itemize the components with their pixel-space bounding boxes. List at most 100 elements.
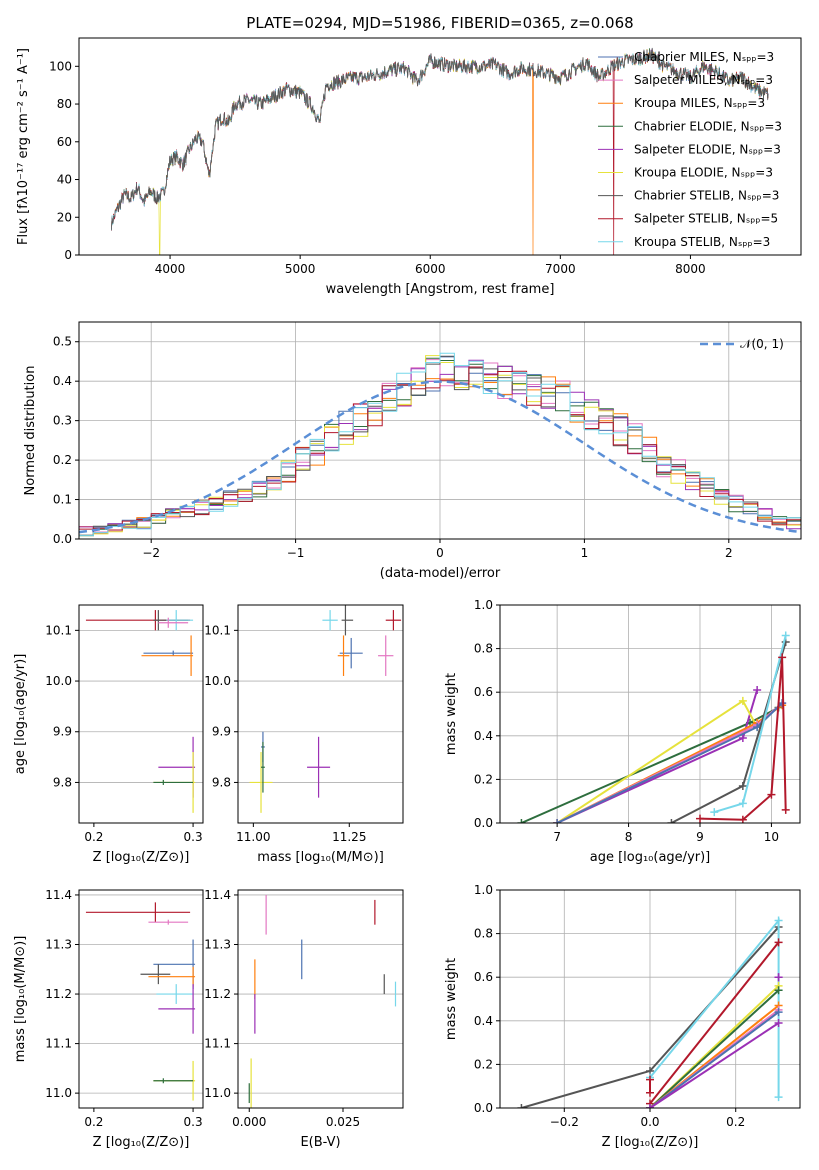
x-axis-label: mass [log₁₀(M/M⊙)]: [257, 850, 384, 865]
plus-marker: [646, 1088, 654, 1097]
panel-3: 0.2 0.3 9.8 9.9 10.0 10.1 Z [log₁₀(Z/Z⊙)] age […: [13, 604, 204, 865]
y-tick-label: 9.9: [212, 725, 231, 739]
x-axis-label: Z [log₁₀(Z/Z⊙)]: [602, 1135, 699, 1150]
y-tick-label: 80: [57, 97, 72, 111]
ticks: −0.2 0.0 0.2 0.0 0.2 0.4 0.6 0.8 1.0: [474, 883, 745, 1129]
y-tick-label: 11.2: [45, 987, 72, 1001]
plus-marker: [767, 790, 776, 799]
plus-marker: [738, 696, 747, 705]
y-tick-label: 0.8: [474, 642, 493, 656]
legend-entry: Chabrier ELODIE, Nₛₚₚ=3: [634, 119, 782, 133]
ticks: 0.2 0.3 9.8 9.9 10.0 10.1: [45, 623, 202, 844]
grid: [238, 894, 403, 1094]
y-tick-label: 10.1: [45, 623, 72, 637]
legend-entry: Salpeter MILES, Nₛₚₚ=3: [634, 73, 773, 87]
ticks: 11.00 11.25 9.8 9.9 10.0 10.1: [204, 623, 366, 844]
y-tick-label: 0.4: [53, 374, 72, 388]
gaussian-reference-curve: [79, 380, 801, 534]
y-tick-label: 60: [57, 135, 72, 149]
legend: Chabrier MILES, Nₛₚₚ=3 Salpeter MILES, Nₛ…: [598, 50, 782, 249]
x-axis-label: age [log₁₀(age/yr)]: [590, 850, 711, 865]
y-tick-label: 11.0: [45, 1086, 72, 1100]
x-axis-label: wavelength [Angstrom, rest frame]: [326, 282, 555, 297]
y-tick-label: 0.4: [474, 729, 493, 743]
ticks: 0.2 0.3 11.0 11.1 11.2 11.3 11.4: [45, 888, 202, 1129]
x-tick-label: 9: [696, 830, 704, 844]
y-tick-label: 0.0: [474, 816, 493, 830]
x-tick-label: −1: [287, 546, 305, 560]
legend-entry: Salpeter ELODIE, Nₛₚₚ=3: [634, 142, 781, 156]
y-tick-label: 0.0: [53, 532, 72, 546]
x-tick-label: 8000: [675, 262, 706, 276]
x-tick-label: 0: [436, 546, 444, 560]
x-tick-label: 0.025: [326, 1115, 360, 1129]
x-tick-label: 11.25: [332, 830, 366, 844]
ticks: −2 −1 0 1 2 0.0 0.1 0.2 0.3 0.4 0.5: [53, 335, 733, 560]
panel-5: 7 8 9 10 0.0 0.2 0.4 0.6 0.8 1.0 age [log₁₀(age/yr…: [444, 598, 801, 865]
y-tick-label: 0.2: [474, 1057, 493, 1071]
y-axis-label: mass [log₁₀(M/M⊙)]: [13, 936, 28, 1063]
panel-7: 0.000 0.025 11.0 11.1 11.2 11.3 11.4 E(B-V): [204, 888, 404, 1150]
plus-marker: [696, 814, 704, 823]
legend-entry: 𝒩(0, 1): [740, 337, 784, 351]
x-tick-label: 0.3: [184, 1115, 203, 1129]
y-tick-label: 0.2: [474, 772, 493, 786]
plot-area: [517, 916, 783, 1108]
axes-frame: [78, 321, 802, 540]
y-axis-label: age [log₁₀(age/yr)]: [13, 654, 28, 775]
plot-area: [85, 610, 196, 813]
x-tick-label: −0.2: [550, 1115, 579, 1129]
plus-marker: [774, 938, 783, 947]
chart-title: PLATE=0294, MJD=51986, FIBERID=0365, z=0…: [246, 14, 633, 32]
plus-marker: [646, 1075, 654, 1084]
plus-marker: [517, 1104, 526, 1108]
plus-marker: [781, 805, 790, 814]
y-tick-label: 100: [49, 59, 72, 73]
plot-area: [517, 631, 790, 823]
panel-2: −2 −1 0 1 2 0.0 0.1 0.2 0.3 0.4 0.5 (data-model)/er…: [23, 321, 802, 581]
axes-frame: [78, 889, 204, 1109]
ticks: 0.000 0.025 11.0 11.1 11.2 11.3 11.4: [204, 888, 360, 1129]
legend-entry: Kroupa MILES, Nₛₚₚ=3: [634, 96, 765, 110]
y-tick-label: 9.8: [53, 775, 72, 789]
series-line: [649, 941, 780, 1105]
plus-marker: [710, 808, 719, 817]
y-tick-label: 11.0: [204, 1086, 231, 1100]
plus-marker: [738, 799, 747, 808]
axes-frame: [237, 604, 404, 824]
y-axis-label: Flux [fλ10⁻¹⁷ erg cm⁻² s⁻¹ A⁻¹]: [16, 48, 31, 245]
plot-area: [79, 352, 801, 537]
axes-frame: [499, 889, 801, 1109]
plus-marker: [781, 631, 790, 640]
y-tick-label: 1.0: [474, 598, 493, 612]
x-tick-label: 2: [725, 546, 733, 560]
y-tick-label: 11.3: [45, 938, 72, 952]
plus-marker: [646, 1104, 654, 1108]
series-line: [649, 1022, 780, 1108]
series-line: [649, 1011, 780, 1108]
x-tick-label: 0.2: [84, 830, 103, 844]
legend: 𝒩(0, 1): [700, 337, 784, 351]
y-tick-label: 0.8: [474, 927, 493, 941]
plus-marker: [738, 815, 747, 823]
grid: [238, 629, 403, 783]
histogram-series: [79, 352, 801, 537]
spectrum-line: [111, 47, 769, 230]
panel-1: 4000 5000 6000 7000 8000 0 20 40 60 80 100 waveleng…: [16, 37, 802, 297]
y-tick-label: 11.4: [45, 888, 72, 902]
x-tick-label: 1: [581, 546, 589, 560]
legend-entry: Kroupa ELODIE, Nₛₚₚ=3: [634, 166, 773, 180]
axes-frame: [237, 889, 404, 1109]
y-tick-label: 11.1: [45, 1037, 72, 1051]
x-tick-label: 7000: [545, 262, 576, 276]
plot-area: [111, 47, 769, 255]
plus-marker: [774, 1008, 783, 1017]
y-axis-label: Normed distribution: [23, 366, 38, 496]
y-tick-label: 10.1: [204, 623, 231, 637]
y-axis-label: mass weight: [444, 673, 459, 755]
x-axis-label: Z [log₁₀(Z/Z⊙)]: [93, 1135, 190, 1150]
legend-entry: Chabrier STELIB, Nₛₚₚ=3: [634, 189, 779, 203]
x-tick-label: 0.2: [726, 1115, 745, 1129]
y-tick-label: 11.3: [204, 938, 231, 952]
legend-entry: Kroupa STELIB, Nₛₚₚ=3: [634, 235, 770, 249]
